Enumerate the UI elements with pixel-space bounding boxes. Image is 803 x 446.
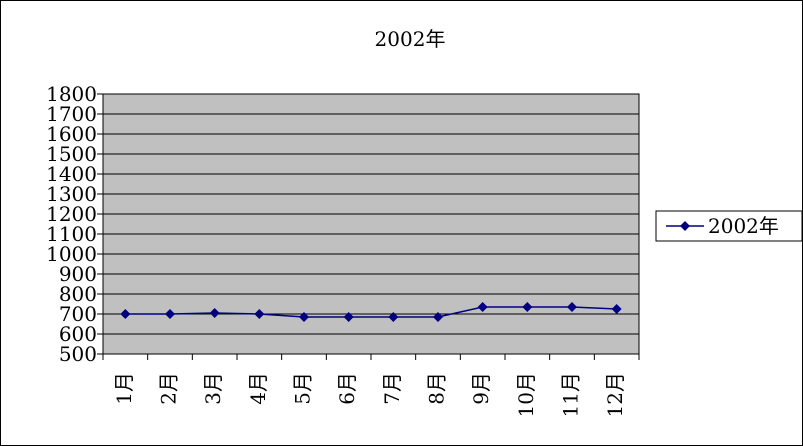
x-tick-label: 6月 [335,372,359,405]
data-point [209,308,220,318]
data-point [120,309,131,319]
chart-title: 2002年 [375,27,446,51]
y-tick-label: 1700 [46,102,97,126]
plot-area: 5006007008009001000110012001300140015001… [46,82,640,417]
x-tick-label: 7月 [380,372,404,405]
x-tick-label: 11月 [559,372,583,417]
y-tick-label: 1600 [46,122,97,146]
y-tick-label: 1200 [46,202,97,226]
data-point [299,312,309,322]
data-point [343,312,354,322]
y-tick-label: 1000 [46,242,97,266]
x-tick-label: 12月 [603,372,627,417]
data-point [522,302,533,312]
x-tick-label: 9月 [469,372,493,405]
x-tick-label: 1月 [112,372,136,405]
data-point [611,304,622,314]
y-tick-label: 1400 [46,162,97,186]
x-tick-label: 4月 [246,372,270,405]
x-tick-label: 3月 [201,372,225,405]
y-tick-label: 1800 [46,82,97,106]
y-tick-label: 500 [59,342,97,366]
y-tick-label: 900 [59,262,97,286]
data-point [567,302,577,312]
y-tick-label: 800 [59,282,97,306]
plot-background [102,93,640,355]
data-point [254,309,265,319]
x-tick-label: 2月 [157,372,181,405]
x-tick-label: 10月 [514,372,538,417]
y-tick-label: 1500 [46,142,97,166]
legend: 2002年 [655,210,803,242]
data-point [433,312,443,322]
y-tick-label: 700 [59,302,97,326]
y-tick-label: 1300 [46,182,97,206]
data-point [165,309,175,319]
y-tick-label: 1100 [46,222,97,246]
legend-label: 2002年 [708,214,779,238]
x-tick-label: 8月 [425,372,449,405]
data-point [388,312,399,322]
y-tick-label: 600 [59,322,97,346]
x-tick-label: 5月 [291,372,315,405]
legend-diamond-icon [680,221,690,231]
data-point [477,302,488,312]
series-line [125,306,617,318]
